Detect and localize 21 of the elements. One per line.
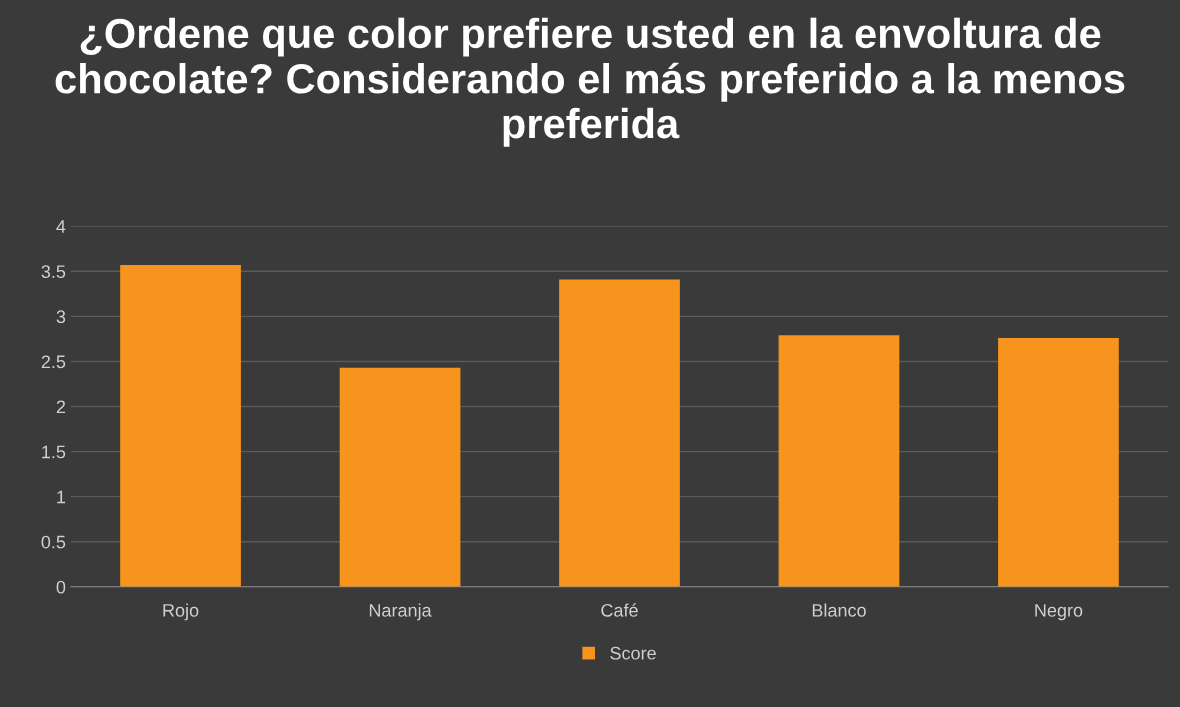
legend-label: Score <box>610 646 656 660</box>
y-tick-label: 1.5 <box>42 445 66 459</box>
y-tick-label: 3 <box>56 310 66 324</box>
x-tick-label: Café <box>601 603 638 617</box>
y-tick-label: 0 <box>56 580 66 594</box>
y-tick-label: 1 <box>57 490 66 504</box>
y-tick-label: 2 <box>56 400 66 414</box>
y-tick-label: 4 <box>56 220 66 233</box>
bar <box>339 367 461 587</box>
x-tick-label: Rojo <box>163 603 199 621</box>
chart-title: ¿Ordene que color prefiere usted en la envoltura de chocolate? Considerando el más preferido a la menos preferida <box>55 17 1125 147</box>
x-tick-label: Negro <box>1035 604 1083 621</box>
bar <box>998 338 1119 587</box>
x-tick-label: Naranja <box>369 603 432 621</box>
y-tick-label: 0.5 <box>41 535 66 549</box>
y-tick-label: 2.5 <box>41 355 66 369</box>
y-tick-label: 3.5 <box>41 265 66 279</box>
bar <box>778 335 900 587</box>
x-tick-label: Blanco <box>812 603 866 617</box>
bar <box>559 279 680 587</box>
bar <box>120 265 241 587</box>
